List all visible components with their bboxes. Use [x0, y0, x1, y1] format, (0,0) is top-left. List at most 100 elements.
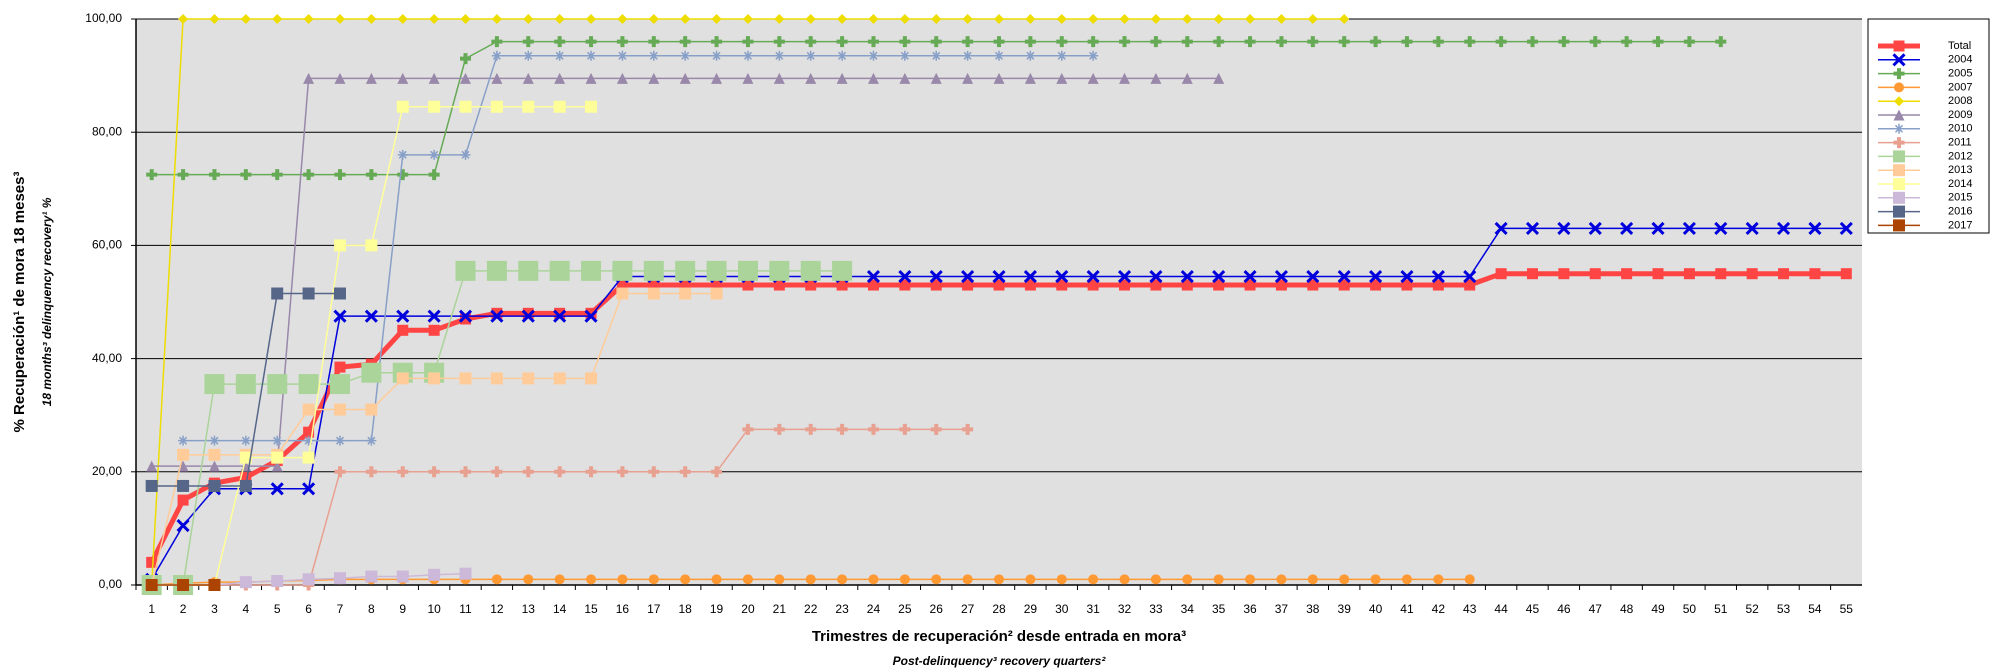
marker: [867, 279, 879, 291]
marker: [648, 574, 659, 585]
marker: [1056, 279, 1068, 291]
marker: [679, 466, 691, 478]
marker: [334, 466, 346, 478]
marker: [773, 36, 785, 48]
marker: [1087, 72, 1099, 84]
marker: [711, 466, 723, 478]
x-tick-label: 29: [1024, 602, 1038, 616]
marker: [1588, 221, 1602, 235]
marker: [1893, 178, 1905, 190]
marker: [1307, 279, 1319, 291]
marker: [146, 460, 158, 472]
marker: [1589, 268, 1601, 280]
y-tick-label: 20,00: [92, 464, 122, 478]
marker: [429, 14, 440, 24]
marker: [1307, 14, 1318, 24]
x-tick-label: 47: [1589, 602, 1603, 616]
marker: [1182, 14, 1193, 24]
marker: [177, 479, 190, 492]
marker: [334, 14, 345, 24]
marker: [333, 239, 346, 252]
marker: [334, 72, 346, 84]
x-tick-label: 52: [1745, 602, 1759, 616]
marker: [460, 313, 472, 325]
marker: [1776, 221, 1791, 235]
marker: [1620, 221, 1634, 235]
marker: [993, 36, 1005, 48]
marker: [549, 260, 570, 281]
x-tick-label: 32: [1118, 602, 1132, 616]
marker: [679, 279, 691, 291]
marker: [867, 423, 879, 435]
marker: [491, 466, 503, 478]
x-tick-label: 30: [1055, 602, 1069, 616]
marker: [428, 568, 441, 581]
x-tick-label: 4: [242, 602, 249, 616]
y-tick-label: 100,00: [85, 11, 122, 25]
marker: [1338, 279, 1350, 291]
x-tick-label: 20: [741, 602, 755, 616]
marker: [1025, 14, 1036, 24]
marker: [523, 50, 534, 61]
legend-label: Total: [1948, 40, 1971, 52]
y-tick-label: 80,00: [92, 124, 122, 138]
marker: [146, 169, 158, 181]
marker: [177, 448, 190, 461]
x-tick-label: 35: [1212, 602, 1226, 616]
x-tick-label: 51: [1714, 602, 1728, 616]
marker: [648, 466, 660, 478]
marker: [333, 287, 346, 300]
marker: [711, 50, 722, 61]
marker: [1894, 123, 1904, 134]
x-tick-label: 6: [305, 602, 312, 616]
marker: [145, 579, 158, 591]
x-tick-label: 48: [1620, 602, 1634, 616]
y-tick-label: 0,00: [99, 577, 123, 591]
marker: [208, 579, 221, 591]
x-tick-label: 27: [961, 602, 975, 616]
marker: [836, 72, 848, 84]
marker: [1181, 36, 1193, 48]
marker: [428, 466, 440, 478]
x-tick-label: 25: [898, 602, 912, 616]
marker: [993, 72, 1005, 84]
marker: [1400, 269, 1414, 284]
x-tick-label: 49: [1651, 602, 1665, 616]
marker: [1339, 574, 1350, 585]
marker: [303, 14, 314, 24]
marker: [1370, 574, 1381, 585]
marker: [428, 169, 440, 181]
marker: [209, 14, 220, 24]
marker: [930, 423, 942, 435]
marker: [930, 72, 942, 84]
marker: [929, 269, 943, 284]
y-tick-label: 40,00: [92, 351, 122, 365]
marker: [361, 362, 382, 383]
marker: [962, 574, 973, 585]
marker: [931, 50, 942, 61]
x-tick-label: 18: [679, 602, 693, 616]
marker: [365, 570, 378, 583]
marker: [428, 72, 440, 84]
marker: [554, 50, 565, 61]
marker: [490, 100, 503, 113]
marker: [742, 14, 753, 24]
marker: [1401, 574, 1412, 585]
marker: [459, 100, 472, 113]
marker: [1464, 574, 1475, 585]
marker: [742, 574, 753, 585]
legend-label: 2017: [1948, 219, 1972, 231]
marker: [616, 72, 628, 84]
x-tick-label: 8: [368, 602, 375, 616]
legend-label: 2012: [1948, 150, 1972, 162]
marker: [1056, 14, 1067, 24]
marker: [1651, 221, 1665, 235]
marker: [1244, 36, 1256, 48]
marker: [837, 574, 848, 585]
y-axis-title: % Recuperación¹ de mora 18 meses³: [11, 172, 28, 433]
marker: [239, 479, 252, 492]
marker: [208, 169, 220, 181]
marker: [554, 574, 565, 585]
x-tick-label: 12: [490, 602, 504, 616]
